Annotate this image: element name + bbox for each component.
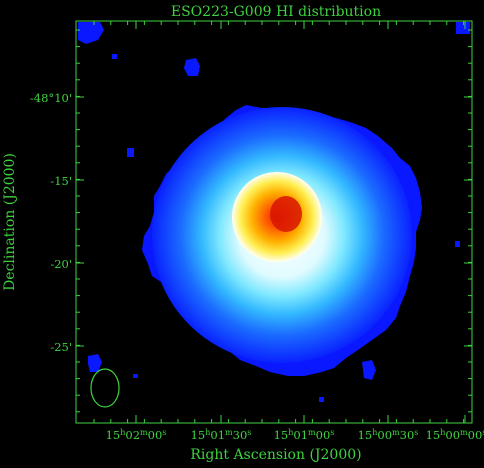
noise-blob (127, 148, 134, 157)
y-axis-title: Declination (J2000) (2, 153, 18, 291)
noise-blob (78, 22, 104, 44)
beam-ellipse (90, 368, 120, 408)
x-tick-label: 15h01m30s (191, 428, 252, 442)
hi-emission-peak (270, 196, 302, 232)
y-tick-label: -48°10' (30, 91, 72, 105)
noise-blob (455, 241, 460, 247)
noise-blob (319, 397, 324, 402)
noise-blob (362, 360, 376, 380)
plot-frame (75, 20, 473, 424)
noise-blob (456, 22, 470, 34)
y-tick-label: -15' (50, 174, 72, 188)
x-axis-title: Right Ascension (J2000) (190, 447, 361, 463)
tick-marks (76, 21, 472, 423)
x-tick-label: 15h01m00s (274, 428, 335, 442)
chart-title: ESO223-G009 HI distribution (171, 4, 381, 20)
y-tick-label: -20' (50, 257, 72, 271)
noise-blob (133, 374, 138, 378)
noise-blob (184, 58, 200, 76)
noise-blob (88, 354, 102, 372)
x-tick-label: 15h00m30s (358, 428, 419, 442)
noise-blob (112, 54, 117, 59)
y-tick-label: -25' (50, 340, 72, 354)
hi-intensity-map (78, 22, 470, 402)
x-tick-label: 15h00m00s (426, 428, 484, 442)
x-tick-label: 15h02m00s (106, 428, 167, 442)
